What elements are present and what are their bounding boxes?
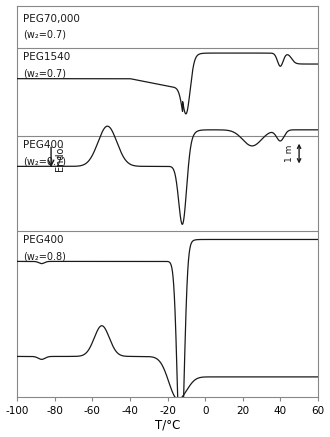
Text: PEG1540: PEG1540 [23, 52, 70, 62]
X-axis label: T/°C: T/°C [155, 419, 180, 431]
Text: (w₂=0.7): (w₂=0.7) [23, 69, 66, 78]
Text: (w₂=0.7): (w₂=0.7) [23, 30, 66, 40]
Text: Endo.: Endo. [55, 144, 65, 171]
Text: (w₂=0.7): (w₂=0.7) [23, 156, 66, 166]
Text: (w₂=0.8): (w₂=0.8) [23, 251, 66, 261]
Text: PEG70,000: PEG70,000 [23, 14, 80, 24]
Text: PEG400: PEG400 [23, 235, 63, 245]
Text: PEG400: PEG400 [23, 140, 63, 150]
Text: 1 m: 1 m [285, 145, 294, 162]
